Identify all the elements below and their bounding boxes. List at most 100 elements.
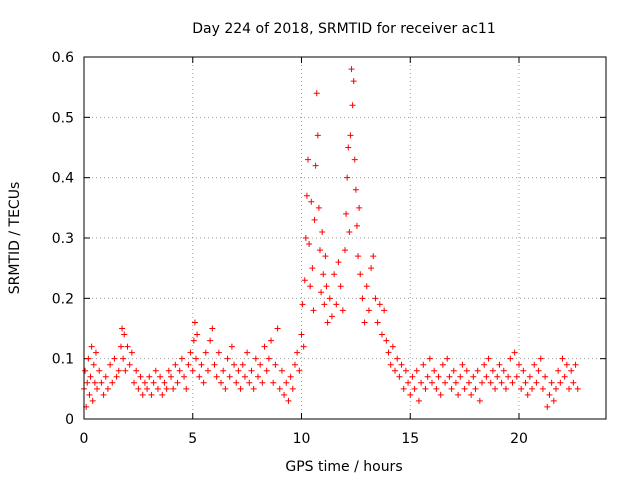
data-point [561, 373, 568, 380]
data-point [276, 385, 283, 392]
data-point [148, 391, 155, 398]
data-point [402, 367, 409, 374]
data-point [524, 391, 531, 398]
data-point [537, 355, 544, 362]
data-point [442, 379, 449, 386]
data-point [350, 78, 357, 85]
data-point [485, 355, 492, 362]
data-point [355, 253, 362, 260]
data-point [356, 204, 363, 211]
data-point [383, 337, 390, 344]
data-point [400, 385, 407, 392]
data-point [265, 355, 272, 362]
data-point [368, 265, 375, 272]
data-point [239, 361, 246, 368]
x-tick-label: 0 [80, 431, 89, 447]
data-point [291, 361, 298, 368]
data-point [339, 307, 346, 314]
data-point [163, 385, 170, 392]
data-point [526, 373, 533, 380]
data-point [544, 403, 551, 410]
data-point [300, 343, 307, 350]
data-point [296, 367, 303, 374]
data-point [433, 385, 440, 392]
data-point [479, 379, 486, 386]
data-point [168, 373, 174, 380]
data-point [394, 355, 401, 362]
data-point [452, 379, 459, 386]
data-point [333, 301, 340, 308]
data-points [81, 66, 581, 410]
y-tick-label: 0.6 [52, 50, 74, 66]
data-point [94, 385, 101, 392]
y-axis-label: SRMTID / TECUs [7, 182, 23, 295]
data-point [120, 355, 127, 362]
data-point [310, 307, 317, 314]
data-point [87, 373, 94, 380]
data-point [418, 379, 425, 386]
data-point [422, 385, 429, 392]
data-point [378, 331, 385, 338]
data-point [335, 259, 342, 266]
data-point [465, 379, 472, 386]
data-point [472, 385, 479, 392]
data-point [385, 349, 392, 356]
data-point [96, 367, 103, 374]
data-point [476, 397, 483, 404]
data-point [535, 367, 542, 374]
data-point [285, 397, 292, 404]
data-point [559, 355, 566, 362]
data-point [170, 385, 177, 392]
data-point [172, 361, 179, 368]
data-point [352, 186, 359, 193]
data-point [278, 367, 285, 374]
data-point [194, 331, 201, 338]
data-point [343, 210, 350, 217]
data-point [198, 361, 205, 368]
data-point [568, 367, 575, 374]
data-point [250, 385, 257, 392]
data-point [500, 367, 507, 374]
data-point [342, 247, 348, 254]
data-point [463, 367, 470, 374]
data-point [190, 337, 197, 344]
data-point [248, 367, 255, 374]
data-point [187, 349, 194, 356]
data-point [92, 349, 99, 356]
data-point [509, 379, 516, 386]
data-point [113, 373, 120, 380]
data-point [457, 373, 464, 380]
data-point [533, 379, 540, 386]
data-point [306, 241, 313, 248]
data-point [231, 361, 238, 368]
data-point [461, 385, 468, 392]
data-point [542, 373, 549, 380]
data-point [270, 379, 277, 386]
data-point [211, 361, 218, 368]
data-point [308, 198, 315, 205]
data-point [144, 385, 151, 392]
data-point [204, 367, 211, 374]
data-point [311, 216, 318, 223]
data-point [489, 367, 496, 374]
data-point [209, 325, 216, 332]
data-point [146, 373, 153, 380]
data-point [516, 361, 522, 368]
data-point [522, 379, 529, 386]
data-point [90, 361, 97, 368]
data-point [347, 132, 354, 139]
data-point [446, 373, 453, 380]
data-point [359, 295, 366, 302]
data-point [176, 367, 183, 374]
data-point [312, 162, 319, 169]
data-point [319, 228, 326, 235]
data-point [283, 379, 290, 386]
data-point [346, 228, 353, 235]
data-point [435, 373, 442, 380]
data-point [450, 367, 457, 374]
data-point [470, 373, 477, 380]
data-point [109, 379, 116, 386]
data-point [207, 337, 214, 344]
data-point [507, 355, 514, 362]
data-point [193, 355, 200, 362]
